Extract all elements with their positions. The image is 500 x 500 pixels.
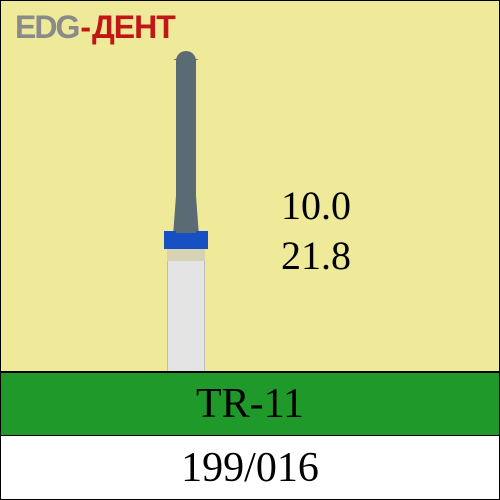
model-label-row: TR-11 [1,371,499,435]
main-panel: EDG-ДЕНТ 10.0 21.8 [1,1,499,371]
bur-neck [167,249,205,261]
bur-shank [167,261,205,371]
bur-color-band [164,231,208,249]
brand-logo: EDG-ДЕНТ [15,9,175,46]
brand-part1: EDG [15,9,78,45]
spec-block: 10.0 21.8 [281,181,351,281]
model-label: TR-11 [196,380,304,428]
spec-head-length: 10.0 [281,181,351,231]
brand-dash: - [78,9,92,45]
code-label: 199/016 [181,444,319,492]
bur-cone-fill [176,59,196,233]
brand-part2: ДЕНТ [92,9,175,45]
product-card: EDG-ДЕНТ 10.0 21.8 TR-11 199/016 [0,0,500,500]
spec-total-length: 21.8 [281,231,351,281]
code-label-row: 199/016 [1,435,499,499]
bur-illustration [156,51,216,371]
